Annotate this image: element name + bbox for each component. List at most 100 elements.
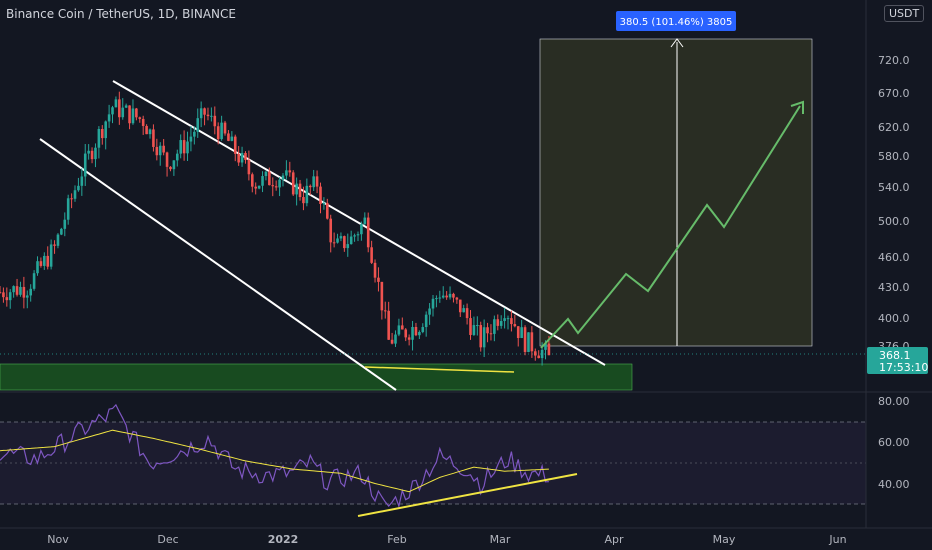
candle [271, 185, 275, 187]
candle [312, 176, 315, 188]
candle [36, 261, 39, 274]
candle [216, 126, 220, 140]
price-tick-label: 400.0 [878, 312, 910, 325]
candle [107, 114, 111, 122]
candle [496, 319, 500, 326]
price-tick-label: 580.0 [878, 150, 910, 163]
candle [435, 298, 438, 300]
last-price-value: 368.1 [879, 349, 911, 362]
candle [237, 153, 240, 163]
candle [165, 152, 169, 167]
time-tick-label: Jun [828, 533, 846, 546]
candle [407, 337, 411, 340]
candle [15, 286, 19, 295]
candle [128, 105, 131, 124]
last-price-countdown: 17:53:10 [879, 361, 928, 374]
candle [288, 170, 292, 173]
candle [315, 176, 319, 187]
candle [489, 333, 493, 335]
candle [97, 129, 101, 148]
candle [356, 234, 360, 236]
candle [135, 108, 138, 118]
candle [172, 160, 176, 170]
time-axis[interactable]: Nov Dec 2022 Feb Mar Apr May Jun [47, 533, 846, 546]
candle [87, 150, 90, 154]
candle [479, 325, 483, 348]
candle [73, 190, 77, 199]
price-tick-label: 540.0 [878, 181, 910, 194]
candle [25, 295, 29, 298]
projection-label-box [616, 11, 736, 31]
candle [366, 217, 370, 248]
candle [486, 327, 489, 334]
candle [46, 255, 50, 267]
candle [462, 308, 465, 313]
candle [29, 288, 32, 296]
candle [360, 223, 363, 235]
time-tick-label: Apr [604, 533, 624, 546]
candle [169, 166, 172, 170]
time-tick-label: May [713, 533, 736, 546]
candle [53, 244, 56, 246]
currency-badge[interactable]: USDT [884, 5, 925, 22]
candle [537, 355, 540, 359]
candle [83, 153, 87, 177]
candle [421, 327, 425, 333]
candle [240, 152, 244, 163]
candle [329, 218, 333, 243]
candle [308, 185, 312, 188]
candle [261, 176, 264, 186]
candle [8, 292, 12, 301]
price-tick-label: 500.0 [878, 215, 910, 228]
candle [227, 133, 230, 141]
rsi-axis[interactable]: 80.00 60.00 40.00 [878, 395, 910, 491]
candle [0, 292, 2, 294]
candle [274, 186, 278, 188]
candle [203, 108, 206, 115]
candle [414, 326, 418, 336]
candle [452, 293, 455, 298]
candle [383, 310, 387, 312]
price-tick-label: 620.0 [878, 121, 910, 134]
rsi-tick-label: 80.00 [878, 395, 910, 408]
candle [349, 236, 353, 245]
candle [141, 118, 145, 126]
candle [186, 141, 189, 154]
price-tick-label: 430.0 [878, 281, 910, 294]
candle [499, 321, 503, 326]
candle [196, 118, 200, 132]
candle [533, 351, 537, 356]
candle [482, 327, 486, 348]
candle [148, 129, 152, 135]
candle [380, 281, 384, 311]
candle [32, 273, 36, 289]
candle [520, 327, 523, 338]
chart-title: Binance Coin / TetherUS, 1D, BINANCE [6, 7, 236, 21]
candle [63, 219, 67, 229]
candle [346, 244, 350, 249]
candle [60, 228, 63, 235]
support-zone [0, 363, 633, 391]
candle [213, 115, 217, 127]
candle [370, 247, 373, 263]
candle [199, 108, 203, 119]
candle [411, 326, 414, 340]
candle [343, 236, 346, 249]
projection-arrow-head [670, 38, 684, 48]
candle [445, 295, 448, 298]
candle [291, 172, 295, 195]
price-axis[interactable]: 720.0 670.0 620.0 580.0 540.0 500.0 460.… [878, 54, 910, 353]
candle [441, 295, 445, 298]
candle [510, 318, 513, 325]
price-support-line [364, 366, 515, 373]
candle [70, 198, 73, 200]
candle [285, 170, 288, 176]
candle [138, 117, 142, 119]
candle [424, 314, 428, 328]
candle [353, 235, 356, 237]
candle [431, 298, 435, 309]
candle [22, 286, 26, 298]
candle [503, 318, 506, 322]
candle [472, 325, 476, 335]
